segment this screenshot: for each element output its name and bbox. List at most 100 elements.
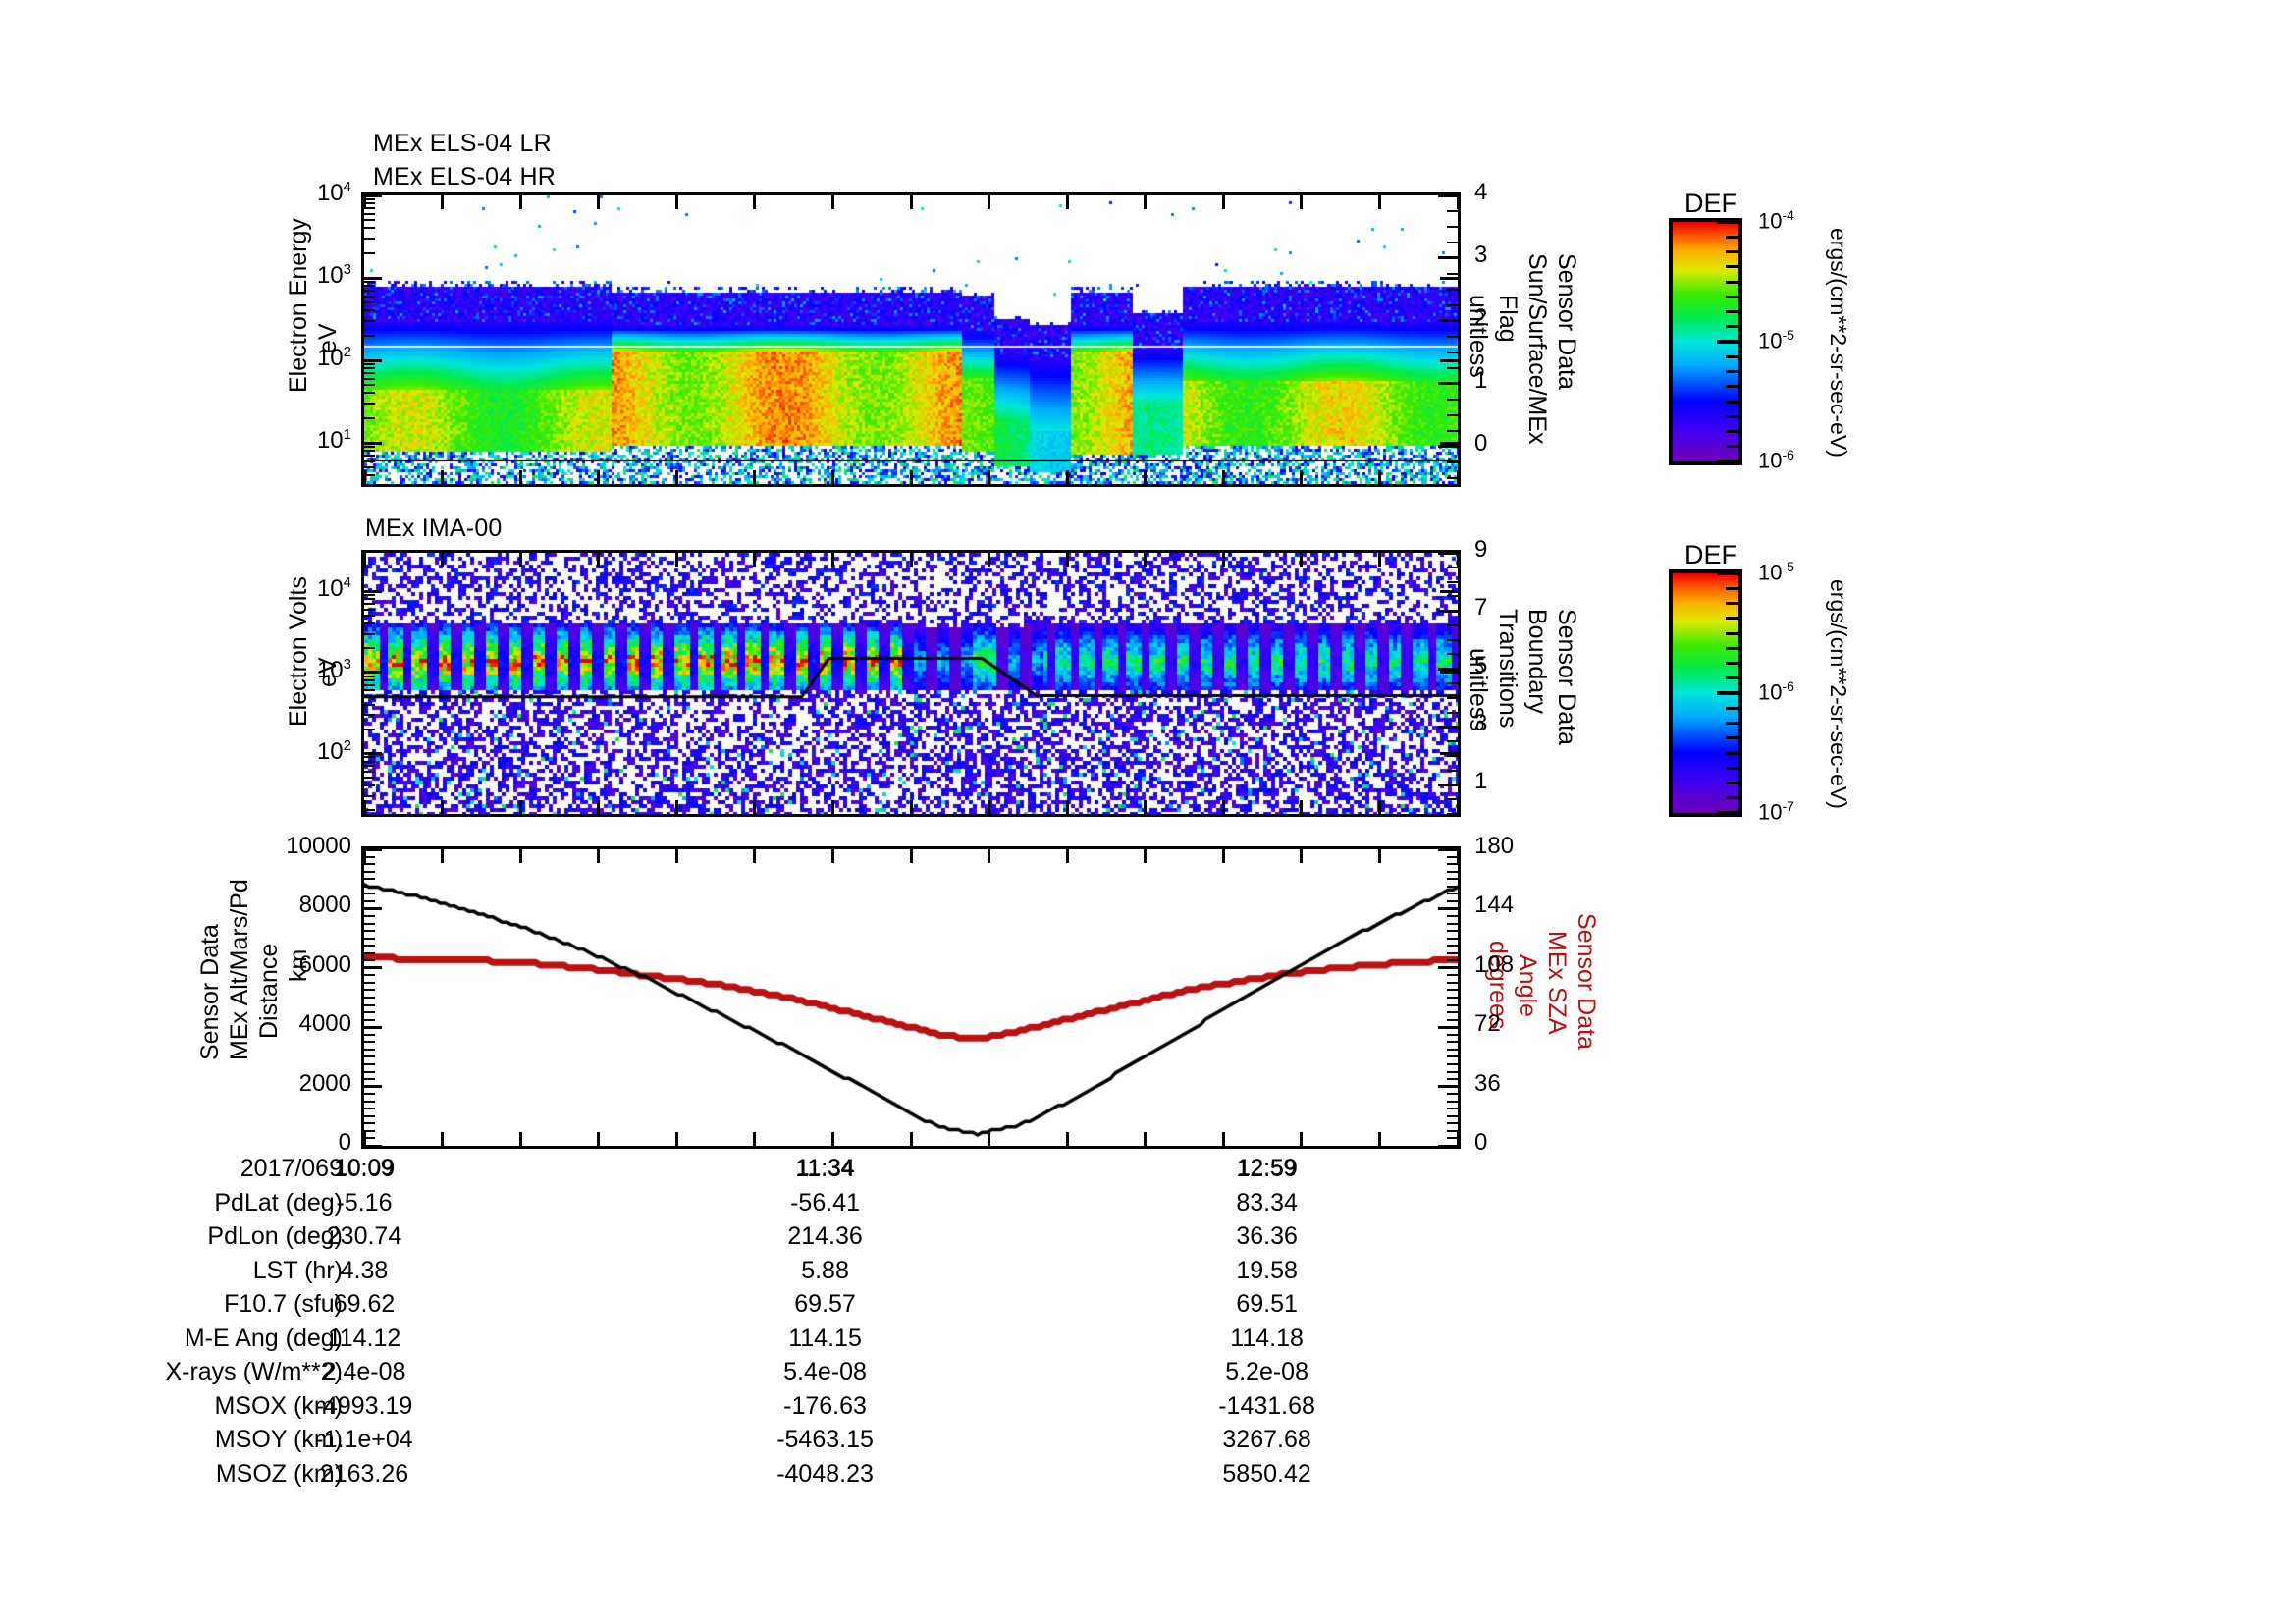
els-left-minor-tick (364, 309, 375, 312)
ephemeris-value: -56.41 (790, 1188, 860, 1217)
orbit-right-minor-tick (1447, 1070, 1458, 1073)
orbit-left-minor-tick (364, 1018, 375, 1021)
els-rightaxis-minor-tick (1447, 382, 1458, 385)
ima-left-minor-tick (364, 632, 375, 635)
orbit-right-minor-tick (1447, 899, 1458, 902)
els-x-tick-bottom (1144, 470, 1148, 484)
ima-left-minor-tick (364, 647, 375, 650)
orbit-left-minor-tick (364, 974, 375, 977)
orbit-left-tick-label: 8000 (298, 892, 351, 919)
ima-left-minor-tick (364, 689, 375, 692)
orbit-x-tick-bottom (1144, 1132, 1148, 1146)
els-rightaxis-minor-tick (1447, 319, 1458, 322)
ima-colorbar-major-tick (1717, 571, 1738, 575)
ima-rightboundary-tick-label: 9 (1474, 536, 1488, 563)
orbit-right-minor-tick (1447, 863, 1458, 866)
orbit-left-tick-label: 6000 (298, 950, 351, 978)
els-rightaxis-minor-tick (1447, 256, 1458, 259)
ephemeris-value: 230.74 (326, 1222, 402, 1250)
ephemeris-value: 36.36 (1236, 1222, 1298, 1250)
orbit-right-axis-caption-3: Angle (1514, 954, 1541, 1017)
ephemeris-value: 5.2e-08 (1225, 1358, 1308, 1385)
ephemeris-value: 12:59 (1236, 1155, 1298, 1182)
ima-right-axis-caption-1: Sensor Data (1553, 609, 1580, 745)
els-x-tick-bottom (597, 470, 601, 484)
orbit-right-minor-tick (1447, 1085, 1458, 1088)
orbit-x-tick-bottom (1221, 1132, 1225, 1146)
ephemeris-value: 2.4e-08 (322, 1358, 406, 1385)
ephemeris-row-label: F10.7 (sfu) (224, 1290, 343, 1318)
ima-colorbar-minor-tick (1726, 602, 1738, 605)
ima-rightaxis-minor-tick (1447, 813, 1458, 815)
orbit-line-canvas (364, 849, 1458, 1146)
els-left-minor-tick (364, 377, 375, 380)
els-x-tick-top (909, 195, 913, 209)
els-left-minor-tick (364, 466, 375, 469)
ima-rightboundary-tick-label: 3 (1474, 710, 1488, 737)
els-colorbar-tick-label: 10-4 (1758, 207, 1794, 234)
els-spectrogram-canvas (364, 195, 1458, 484)
ima-x-tick-bottom (597, 800, 601, 814)
ima-colorbar-minor-tick (1726, 736, 1738, 740)
els-rightaxis-minor-tick (1447, 272, 1458, 275)
els-rightaxis-minor-tick (1447, 366, 1458, 369)
els-left-minor-tick (364, 416, 375, 419)
orbit-right-minor-tick (1447, 1122, 1458, 1125)
ima-colorbar-minor-tick (1726, 631, 1738, 635)
ephemeris-value: 19.58 (1236, 1256, 1298, 1284)
ephemeris-row: F10.7 (sfu) 69.62 69.57 69.51 (196, 1290, 1298, 1325)
els-rightaxis-minor-tick (1447, 460, 1458, 463)
els-rightaxis-minor-tick (1447, 476, 1458, 479)
ima-rightaxis-minor-tick (1447, 580, 1458, 583)
els-spectrogram-panel[interactable] (361, 192, 1461, 487)
els-x-tick-bottom (753, 470, 757, 484)
orbit-left-minor-tick (364, 1122, 375, 1125)
els-left-minor-tick (364, 237, 375, 240)
orbit-right-minor-tick (1447, 981, 1458, 984)
ima-left-major-tick (364, 671, 382, 675)
ephemeris-value: -176.63 (783, 1391, 867, 1420)
ima-x-tick-top (988, 553, 991, 567)
orbit-right-minor-tick (1447, 1055, 1458, 1058)
orbit-x-tick-bottom (988, 1132, 991, 1146)
els-colorbar-major-tick (1717, 460, 1738, 463)
els-left-minor-tick (364, 212, 375, 215)
ima-left-minor-tick (364, 760, 375, 763)
ephemeris-value: -5463.15 (776, 1426, 874, 1453)
orbit-x-tick-top (1065, 849, 1069, 863)
els-x-tick-top (1221, 195, 1225, 209)
orbit-line-panel[interactable] (361, 846, 1461, 1149)
orbit-left-minor-tick (364, 1033, 375, 1036)
els-colorbar-major-tick (1717, 220, 1738, 224)
orbit-x-tick-top (441, 849, 445, 863)
orbit-left-minor-tick (364, 899, 375, 902)
els-x-tick-bottom (988, 470, 991, 484)
orbit-x-tick-top (1221, 849, 1225, 863)
orbit-right-tick-label: 108 (1474, 950, 1515, 978)
ima-colorbar-major-tick (1717, 691, 1738, 695)
els-left-minor-tick (364, 450, 375, 453)
orbit-x-tick-top (518, 849, 522, 863)
els-rightaxis-minor-tick (1447, 194, 1458, 196)
orbit-right-minor-tick (1447, 922, 1458, 925)
orbit-right-minor-tick (1447, 1033, 1458, 1036)
ima-rightaxis-minor-tick (1447, 610, 1458, 613)
orbit-x-tick-bottom (362, 1132, 366, 1146)
ima-x-tick-bottom (441, 800, 445, 814)
els-colorbar-minor-tick (1726, 370, 1738, 373)
ima-x-tick-bottom (753, 800, 757, 814)
ephemeris-value: 5.88 (801, 1256, 849, 1284)
ima-left-minor-tick (364, 765, 375, 768)
els-x-tick-top (518, 195, 522, 209)
ima-spectrogram-panel[interactable] (361, 550, 1461, 817)
ephemeris-value: 4.38 (340, 1256, 389, 1284)
els-right-axis-caption-3: Flag (1494, 295, 1522, 343)
els-rightflag-tick-label: 4 (1474, 179, 1488, 205)
els-y-tick-label: 103 (316, 261, 351, 289)
ima-left-minor-tick (364, 622, 375, 625)
ephemeris-value: -1431.68 (1218, 1391, 1315, 1420)
orbit-right-minor-tick (1447, 1041, 1458, 1044)
ima-left-minor-tick (364, 615, 375, 618)
orbit-left-tick-label: 0 (338, 1129, 351, 1156)
els-x-tick-bottom (1221, 470, 1225, 484)
